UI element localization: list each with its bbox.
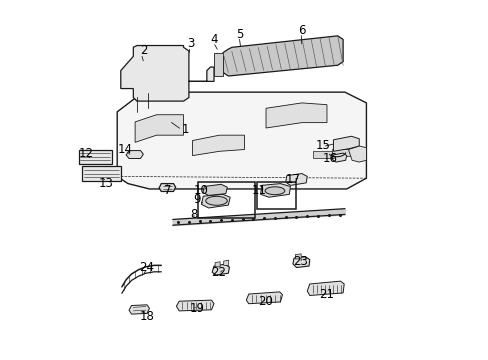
Polygon shape [212,264,229,275]
Polygon shape [246,292,282,304]
Polygon shape [332,153,346,162]
Polygon shape [312,150,332,158]
Polygon shape [223,260,228,265]
Text: 14: 14 [118,143,133,156]
Text: 1: 1 [181,123,189,136]
Text: 15: 15 [315,139,329,152]
Text: 8: 8 [190,208,198,221]
Text: 16: 16 [323,152,337,165]
Polygon shape [135,115,183,142]
Text: 18: 18 [139,310,154,323]
Text: 11: 11 [251,184,266,197]
Polygon shape [285,174,306,185]
Text: 21: 21 [318,288,333,301]
Polygon shape [192,135,244,156]
Text: 13: 13 [99,177,114,190]
Text: 7: 7 [163,184,171,197]
Polygon shape [333,136,359,151]
Text: 20: 20 [257,296,272,309]
Text: 23: 23 [292,255,307,268]
Text: 24: 24 [139,261,154,274]
Polygon shape [214,53,223,76]
Text: 22: 22 [211,266,226,279]
Polygon shape [203,184,227,195]
Text: 19: 19 [189,302,204,315]
Polygon shape [159,184,175,192]
Text: 3: 3 [186,37,194,50]
Polygon shape [265,103,326,128]
Polygon shape [215,262,220,267]
Text: 6: 6 [298,24,305,37]
Polygon shape [223,36,343,76]
Text: 9: 9 [193,193,201,206]
Polygon shape [292,257,309,267]
Text: 12: 12 [79,147,93,159]
Polygon shape [82,166,121,181]
Polygon shape [117,92,366,189]
Text: 17: 17 [285,173,300,186]
Text: 5: 5 [236,28,244,41]
Polygon shape [176,300,214,311]
Polygon shape [351,147,362,153]
Polygon shape [332,149,351,156]
Text: 2: 2 [140,44,147,57]
Polygon shape [79,149,112,164]
Text: 4: 4 [210,33,217,46]
Polygon shape [201,194,230,208]
Polygon shape [121,45,214,101]
Polygon shape [126,150,143,158]
Text: 10: 10 [194,184,208,197]
Polygon shape [348,146,366,162]
Polygon shape [306,281,344,296]
Ellipse shape [205,196,227,205]
Polygon shape [129,305,149,314]
Ellipse shape [264,187,285,195]
Polygon shape [295,254,301,259]
Polygon shape [260,184,290,197]
